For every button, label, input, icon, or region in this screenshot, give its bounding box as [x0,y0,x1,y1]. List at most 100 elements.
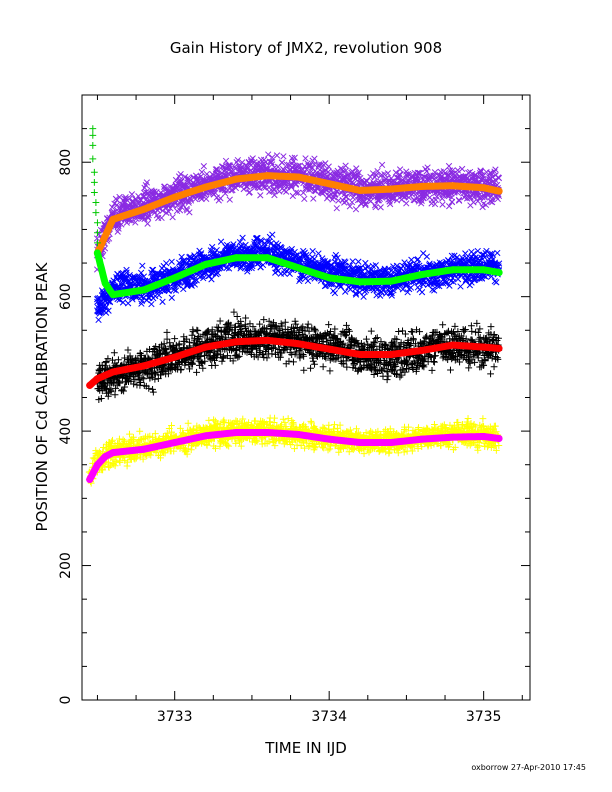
x-marker [145,211,152,219]
plus-marker [89,131,97,139]
x-marker [355,258,362,265]
x-marker [309,248,316,255]
x-marker [315,250,322,257]
x-marker [302,155,309,162]
y-tick-label: 0 [58,696,74,705]
plus-marker [124,346,132,354]
trend-point [495,187,503,195]
trend-point [232,254,240,262]
x-marker [403,200,410,207]
x-marker [271,191,278,199]
trend-point [325,274,333,282]
x-marker [158,214,165,222]
x-marker [187,197,195,204]
x-marker [163,260,170,267]
x-marker [176,207,184,214]
trend-point [93,249,101,257]
x-marker [457,283,464,290]
trend-point [387,277,395,285]
x-marker [295,162,302,170]
trend-point [480,266,488,274]
x-marker [213,166,221,173]
plus-marker [383,376,391,384]
x-marker [168,294,175,301]
x-tick-label: 3735 [466,709,502,725]
trend-point [109,215,117,223]
x-marker [169,214,176,221]
trend-point [325,180,333,188]
x-marker [168,258,175,265]
x-marker [269,231,276,238]
x-marker [342,288,349,295]
x-marker [333,188,340,195]
x-marker [396,166,404,173]
plus-marker [319,363,327,371]
x-marker [218,163,226,170]
x-marker [159,207,166,214]
series-layer [85,125,503,487]
trend-point [202,183,210,191]
x-marker [294,189,302,197]
x-marker [212,166,219,173]
trend-point [140,205,148,213]
x-marker [243,183,250,190]
chart-title: Gain History of JMX2, revolution 908 [170,39,442,57]
x-marker [246,188,253,196]
plus-marker [372,335,380,342]
plus-marker [115,356,122,364]
x-marker [278,159,285,166]
plus-marker [193,368,200,376]
plus-marker [256,320,264,328]
x-marker [325,163,332,170]
x-marker [200,163,207,170]
plus-marker [216,317,224,325]
x-marker [185,175,193,183]
trend-point [449,182,457,190]
plus-marker [89,125,97,133]
plus-marker [193,326,201,334]
x-marker [333,205,340,212]
x-marker [119,299,127,306]
x-marker [296,162,303,169]
trend-point [263,254,271,262]
trend-point [140,286,148,294]
x-marker [159,298,166,305]
x-marker [142,188,150,196]
plus-marker [189,328,197,336]
x-marker [212,189,219,197]
x-marker [308,186,315,193]
x-marker [291,154,298,161]
trend-point [263,172,271,180]
plus-marker [199,364,207,372]
x-marker [424,164,431,171]
plus-marker [90,189,98,196]
x-marker [360,293,367,300]
x-marker [492,166,499,173]
x-marker [292,189,300,196]
trend-point [356,186,364,194]
x-marker [377,204,384,211]
trend-point [387,185,395,193]
trend-point [294,264,302,272]
x-marker [126,217,133,224]
x-marker [494,249,501,257]
x-marker [482,201,490,209]
plus-marker [194,327,202,335]
x-marker [234,156,242,164]
y-tick-label: 600 [58,283,74,310]
x-marker [439,201,446,208]
x-marker [144,220,151,227]
x-marker [418,289,426,296]
plus-marker [402,330,409,338]
plus-marker [363,335,370,343]
plus-marker [311,360,318,368]
series-5 [93,308,503,404]
plus-marker [309,357,317,365]
plus-marker [189,360,196,368]
x-marker [340,173,347,180]
x-marker [177,170,184,178]
plus-marker [395,328,403,335]
trend-point [294,173,302,181]
trend-point [202,260,210,268]
plus-marker [218,357,226,365]
